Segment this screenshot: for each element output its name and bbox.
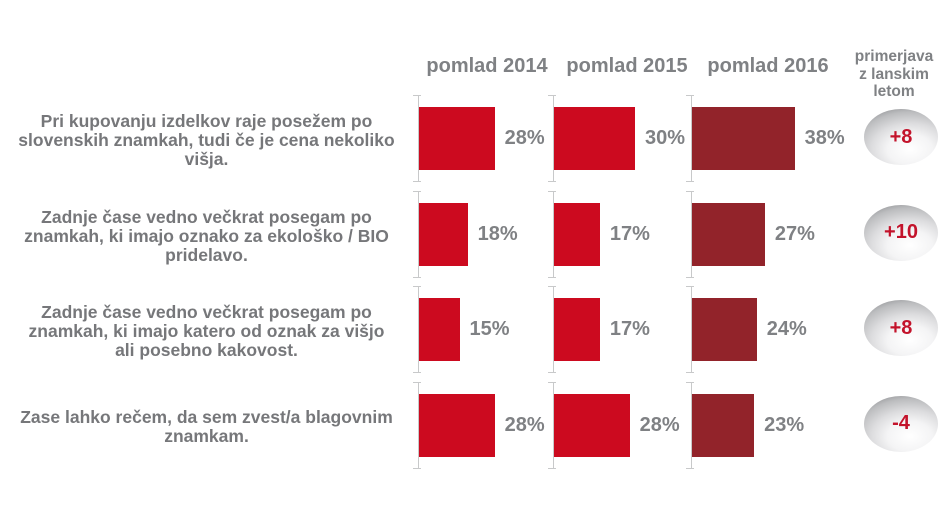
bar-cell-2015-row-1: 30% (548, 93, 686, 189)
bar-cell-2014-row-4: 28% (413, 380, 548, 476)
axis-tick-top (413, 286, 421, 287)
bar-2015-row-4 (554, 393, 630, 457)
bar-2016-row-1 (692, 107, 795, 170)
axis-tick-top (413, 381, 421, 383)
axis-line (418, 381, 419, 468)
axis-tick-bottom (413, 372, 421, 373)
statement-row-1: Pri kupovanju izdelkov raje posežem po s… (18, 111, 395, 170)
bar-cell-2016-row-2: 27% (686, 189, 850, 285)
bar-cell-2015-row-3: 17% (548, 284, 686, 380)
axis-tick-top (548, 381, 556, 383)
bar-cell-2015-row-4: 28% (548, 380, 686, 476)
axis-tick-bottom (686, 372, 694, 373)
column-header-pomlad-2015: pomlad 2015 (566, 55, 688, 77)
axis-tick-top (548, 95, 556, 96)
axis-tick-top (686, 286, 694, 287)
statement-row-3: Zadnje čase vedno večkrat posegam po zna… (28, 302, 385, 361)
statement-row-4: Zase lahko rečem, da sem zvest/a blagovn… (20, 407, 393, 447)
comparison-badge-row-1: +8 (850, 93, 940, 189)
bar-cell-2014-row-3: 15% (413, 284, 548, 380)
change-value: +8 (889, 316, 913, 339)
axis-line (691, 190, 692, 277)
axis-tick-top (548, 286, 556, 287)
bar-value-label: 23% (764, 413, 805, 436)
column-header-pomlad-2016: pomlad 2016 (707, 55, 829, 77)
bar-cell-2016-row-4: 23% (686, 380, 850, 476)
comparison-column-header: primerjava z lanskim letom (854, 48, 934, 100)
axis-tick-top (686, 381, 694, 383)
change-badge: +8 (864, 300, 938, 356)
bar-value-label: 28% (639, 413, 680, 436)
axis-tick-bottom (548, 372, 556, 373)
axis-line (553, 95, 554, 181)
bar-2015-row-2 (554, 202, 600, 266)
axis-line (418, 190, 419, 277)
bar-value-label: 24% (766, 318, 807, 340)
bar-2014-row-1 (419, 107, 495, 170)
bar-2014-row-3 (419, 298, 460, 361)
change-badge: +10 (864, 204, 938, 261)
axis-line (553, 381, 554, 468)
bar-value-label: 28% (504, 127, 545, 149)
bar-value-label: 30% (645, 127, 686, 149)
bar-2014-row-4 (419, 393, 495, 457)
change-badge: +8 (864, 109, 938, 165)
bar-2016-row-3 (692, 298, 757, 361)
axis-tick-bottom (686, 276, 694, 278)
axis-tick-bottom (413, 276, 421, 278)
axis-tick-bottom (548, 467, 556, 469)
axis-line (418, 286, 419, 372)
comparison-badge-row-4: -4 (850, 380, 940, 476)
axis-tick-top (686, 95, 694, 96)
column-header-pomlad-2014: pomlad 2014 (426, 55, 548, 77)
change-value: +8 (889, 125, 913, 148)
bar-value-label: 18% (477, 222, 518, 245)
bar-cell-2014-row-1: 28% (413, 93, 548, 189)
change-value: +10 (884, 221, 918, 243)
bar-value-label: 17% (609, 222, 650, 245)
axis-tick-bottom (413, 181, 421, 182)
comparison-badge-row-3: +8 (850, 284, 940, 380)
statement-row-2: Zadnje čase vedno večkrat posegam po zna… (24, 206, 389, 265)
comparison-badge-row-2: +10 (850, 189, 940, 285)
change-badge: -4 (864, 395, 938, 452)
bar-cell-2016-row-3: 24% (686, 284, 850, 380)
axis-line (691, 286, 692, 372)
bar-cell-2015-row-2: 17% (548, 189, 686, 285)
axis-tick-bottom (548, 181, 556, 182)
axis-tick-top (413, 190, 421, 192)
bar-2014-row-2 (419, 202, 468, 266)
bar-value-label: 15% (469, 318, 510, 340)
axis-tick-top (548, 190, 556, 192)
axis-tick-bottom (686, 467, 694, 469)
axis-tick-bottom (413, 467, 421, 469)
bar-value-label: 27% (774, 222, 815, 245)
bar-2016-row-2 (692, 202, 765, 266)
axis-tick-bottom (686, 181, 694, 182)
bar-2015-row-1 (554, 107, 635, 170)
bar-value-label: 17% (609, 318, 650, 340)
axis-line (691, 95, 692, 181)
axis-line (553, 286, 554, 372)
bar-cell-2014-row-2: 18% (413, 189, 548, 285)
axis-tick-top (686, 190, 694, 192)
axis-line (691, 381, 692, 468)
bar-2016-row-4 (692, 393, 755, 457)
bar-cell-2016-row-1: 38% (686, 93, 850, 189)
bar-value-label: 28% (504, 413, 545, 436)
axis-line (553, 190, 554, 277)
axis-tick-bottom (548, 276, 556, 278)
axis-tick-top (413, 95, 421, 96)
axis-line (418, 95, 419, 181)
change-value: -4 (892, 412, 910, 434)
bar-2015-row-3 (554, 298, 600, 361)
bar-value-label: 38% (804, 127, 845, 149)
